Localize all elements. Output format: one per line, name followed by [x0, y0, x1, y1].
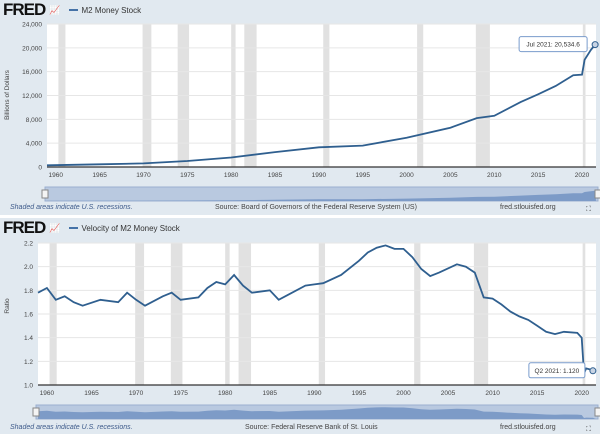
- x-tick-label: 1960: [49, 172, 64, 179]
- chart-icon: 📈: [49, 222, 61, 233]
- y-tick-label: 1.0: [24, 383, 33, 390]
- y-tick-label: 1.6: [24, 312, 33, 319]
- navigator-handle[interactable]: [594, 407, 600, 417]
- legend-line-icon: [68, 9, 78, 11]
- series-line: [46, 44, 596, 167]
- recession-note: Shaded areas indicate U.S. recessions.: [10, 424, 133, 431]
- navigator-handle[interactable]: [32, 407, 40, 417]
- y-tick-label: 1.4: [24, 335, 33, 342]
- m2-chart[interactable]: 0 4,000 8,000 12,000 16,000 20,000 24,000 1960 1…: [0, 0, 600, 215]
- y-tick-label: 1.2: [24, 359, 33, 366]
- fullscreen-icon[interactable]: ⛶: [586, 206, 591, 213]
- site-link[interactable]: fred.stlouisfed.org: [500, 424, 556, 431]
- x-tick-label: 1970: [136, 172, 151, 179]
- x-tick-label: 1990: [312, 172, 327, 179]
- navigator-series: [47, 190, 596, 201]
- x-tick-label: 1990: [307, 390, 322, 397]
- x-tick-label: 1995: [355, 172, 370, 179]
- tooltip-box: [518, 36, 588, 53]
- x-tick-label: 2015: [531, 172, 546, 179]
- y-tick-label: 2.2: [24, 241, 33, 248]
- tooltip-box: [528, 362, 586, 379]
- x-tick-label: 2000: [396, 390, 411, 397]
- source-text: Source: Board of Governors of the Federa…: [215, 204, 417, 211]
- x-tick-label: 2020: [575, 390, 590, 397]
- data-point-marker: [589, 367, 597, 375]
- x-tick-label: 1975: [173, 390, 188, 397]
- velocity-chart-panel: FRED 📈 Velocity of M2 Money Stock 1.0 1.2…: [0, 218, 600, 434]
- m2-chart-panel: FRED 📈 M2 Money Stock 0 4,000 8,000 12,000 1…: [0, 0, 600, 215]
- fred-logo[interactable]: FRED: [3, 218, 46, 237]
- source-text: Source: Federal Reserve Bank of St. Loui…: [245, 424, 378, 431]
- data-point-marker: [591, 41, 599, 49]
- x-tick-label: 1995: [352, 390, 367, 397]
- legend-label[interactable]: M2 Money Stock: [81, 5, 142, 15]
- chart-icon: 📈: [49, 4, 61, 15]
- recession-note: Shaded areas indicate U.S. recessions.: [10, 204, 133, 211]
- x-tick-label: 2005: [441, 390, 456, 397]
- legend-line-icon: [68, 227, 78, 229]
- y-tick-label: 16,000: [22, 69, 42, 76]
- y-tick-label: 4,000: [26, 141, 43, 148]
- y-tick-label: 12,000: [22, 93, 42, 100]
- x-tick-label: 1980: [218, 390, 233, 397]
- tooltip-text: Q2 2021: 1.120: [534, 368, 579, 375]
- y-tick-label: 8,000: [26, 117, 43, 124]
- x-tick-label: 1970: [129, 390, 144, 397]
- chart-header: FRED 📈 M2 Money Stock: [3, 0, 142, 19]
- x-tick-label: 2000: [399, 172, 414, 179]
- y-tick-label: 24,000: [22, 22, 42, 29]
- chart-header: FRED 📈 Velocity of M2 Money Stock: [3, 218, 180, 237]
- fred-logo[interactable]: FRED: [3, 0, 46, 19]
- velocity-chart[interactable]: 1.0 1.2 1.4 1.6 1.8 2.0 2.2 1960 1965 1970 1975 198…: [0, 218, 600, 434]
- y-tick-label: 1.8: [24, 288, 33, 295]
- tooltip-text: Jul 2021: 20,534.6: [526, 42, 580, 49]
- x-tick-label: 2010: [487, 172, 502, 179]
- y-axis-label: Billions of Dollars: [4, 69, 11, 120]
- x-tick-label: 2015: [530, 390, 545, 397]
- x-tick-label: 2010: [485, 390, 500, 397]
- y-tick-label: 0: [38, 165, 42, 172]
- y-axis-label: Ratio: [4, 298, 11, 314]
- legend-label[interactable]: Velocity of M2 Money Stock: [81, 223, 180, 233]
- y-tick-label: 2.0: [24, 264, 33, 271]
- fullscreen-icon[interactable]: ⛶: [586, 426, 591, 433]
- x-tick-label: 1985: [268, 172, 283, 179]
- x-tick-label: 1985: [263, 390, 278, 397]
- site-link[interactable]: fred.stlouisfed.org: [500, 204, 556, 211]
- navigator-series: [38, 407, 596, 419]
- series-line: [37, 244, 594, 374]
- x-tick-label: 1965: [92, 172, 107, 179]
- x-tick-label: 1965: [84, 390, 99, 397]
- x-tick-label: 1975: [180, 172, 195, 179]
- x-tick-label: 2020: [575, 172, 590, 179]
- navigator-handle[interactable]: [594, 189, 600, 199]
- y-tick-label: 20,000: [22, 45, 42, 52]
- x-tick-label: 1960: [40, 390, 55, 397]
- x-tick-label: 1980: [224, 172, 239, 179]
- navigator-handle[interactable]: [41, 189, 49, 199]
- x-tick-label: 2005: [443, 172, 458, 179]
